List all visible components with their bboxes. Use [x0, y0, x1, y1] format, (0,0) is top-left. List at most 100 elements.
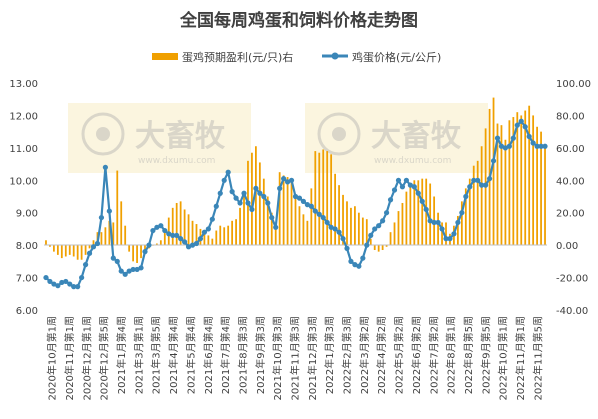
price-point [530, 140, 536, 146]
profit-bar [53, 245, 55, 252]
profit-bar [159, 240, 162, 246]
price-point [281, 176, 287, 182]
price-point [162, 227, 168, 234]
profit-bar [68, 245, 71, 255]
y-left-tick-label: 7.00 [16, 274, 38, 285]
profit-bar [520, 115, 523, 246]
price-point [59, 279, 65, 286]
profit-bar [128, 245, 131, 252]
profit-bar [302, 214, 305, 246]
profit-bar [377, 245, 380, 252]
profit-bar [409, 185, 412, 246]
x-tick-label: 2021年4月第4周 [167, 316, 180, 394]
price-point [336, 229, 342, 235]
watermark-logo-icon [317, 112, 361, 156]
y-right-tick-label: -20.00 [556, 274, 588, 285]
legend-line-marker [331, 52, 339, 60]
profit-bar [49, 245, 51, 247]
profit-bar [207, 235, 210, 246]
price-point [205, 226, 211, 232]
x-tick-label: 2021年5月第4周 [184, 316, 197, 394]
price-point [486, 176, 493, 182]
profit-bar [456, 215, 459, 246]
profit-bar [508, 120, 511, 246]
price-point [102, 164, 108, 170]
profit-bar [64, 245, 67, 257]
profit-bar [175, 202, 178, 246]
profit-bar [405, 191, 408, 246]
price-point [391, 187, 398, 193]
watermark-url: www.dxumu.com [138, 156, 215, 166]
x-tick-label: 2022年8月第1周 [445, 316, 458, 394]
profit-bar [437, 212, 439, 246]
profit-bar [330, 154, 333, 246]
profit-bar [88, 245, 91, 249]
watermark-logo-dot-icon [332, 127, 346, 141]
price-point [451, 231, 457, 237]
profit-bar [338, 185, 340, 246]
price-point [399, 184, 406, 190]
price-point [158, 223, 164, 229]
price-point [253, 185, 259, 191]
price-point [419, 198, 425, 204]
profit-bar [441, 222, 443, 246]
price-point [328, 224, 334, 230]
price-point [498, 143, 505, 149]
price-point [312, 208, 318, 214]
y-right-tick-label: -40.00 [556, 306, 588, 317]
profit-bar [179, 201, 182, 246]
price-point [459, 210, 465, 216]
y-left-tick-label: 10.00 [9, 176, 38, 187]
price-point [182, 239, 188, 245]
price-point [308, 203, 314, 209]
price-point [189, 242, 196, 248]
price-point [490, 158, 497, 164]
profit-bar [476, 160, 479, 246]
y-right-tick-label: 60.00 [556, 144, 585, 155]
price-point [154, 224, 160, 230]
profit-bar [472, 165, 475, 246]
x-tick-label: 2021年1月第4周 [115, 316, 128, 394]
price-point [142, 249, 148, 255]
chart-title: 全国每周鸡蛋和饲料价格走势图 [179, 10, 418, 31]
profit-bar [401, 202, 404, 246]
profit-bar [235, 219, 237, 246]
price-point [257, 190, 263, 196]
price-point [344, 245, 350, 251]
x-tick-label: 2022年5月第2周 [393, 316, 406, 394]
price-point [51, 281, 57, 287]
profit-bar [500, 125, 503, 246]
profit-bar [231, 220, 234, 246]
profit-bar [262, 178, 265, 246]
profit-bar [314, 151, 317, 246]
y-left-tick-label: 11.00 [9, 144, 38, 155]
watermark-logo-dot-icon [96, 127, 110, 141]
price-point [320, 214, 326, 221]
profit-bar [310, 188, 313, 246]
price-point [110, 255, 116, 261]
y-right-tick-label: 20.00 [556, 209, 585, 220]
profit-bar [60, 245, 63, 259]
price-point [360, 255, 366, 261]
price-point [122, 271, 128, 277]
profit-bar [326, 151, 329, 246]
profit-bar [512, 117, 515, 246]
price-point [170, 232, 176, 239]
price-point [538, 143, 544, 149]
price-point [166, 231, 172, 237]
profit-bar [524, 110, 527, 246]
profit-bar [322, 149, 325, 246]
legend-bar-label: 蛋鸡预期盈利(元/只)右 [182, 50, 293, 64]
profit-bar [227, 225, 230, 246]
price-point [300, 198, 307, 204]
price-point [304, 202, 310, 208]
price-line-series [43, 118, 548, 290]
price-point [407, 182, 413, 188]
profit-bar [306, 220, 309, 246]
price-point [423, 206, 429, 213]
profit-bar [251, 152, 253, 246]
price-point [193, 240, 200, 247]
profit-bar [266, 196, 269, 246]
profit-bar [270, 212, 273, 246]
profit-bar [258, 162, 261, 246]
